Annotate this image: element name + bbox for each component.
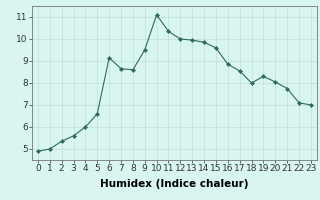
X-axis label: Humidex (Indice chaleur): Humidex (Indice chaleur) — [100, 179, 249, 189]
